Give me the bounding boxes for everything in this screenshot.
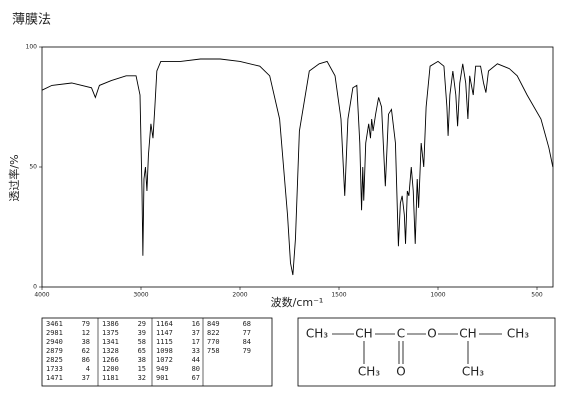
x-tick-label: 1500 [331,292,346,299]
y-tick-label: 50 [29,164,37,171]
x-tick-label: 2000 [232,292,247,299]
peak-transmittance: 39 [138,329,146,337]
y-tick-label: 0 [33,284,37,291]
peak-wavenumber: 1328 [102,347,119,355]
x-axis-label: 波数/cm⁻¹ [271,296,324,309]
peak-wavenumber: 1164 [156,320,173,328]
peak-transmittance: 77 [243,329,251,337]
peak-wavenumber: 2981 [46,329,63,337]
atom: CH₃ [507,327,529,341]
peak-wavenumber: 1098 [156,347,173,355]
peak-wavenumber: 2825 [46,356,63,364]
x-tick-label: 4000 [34,292,49,299]
peak-transmittance: 4 [86,365,90,373]
peak-transmittance: 37 [82,374,90,382]
peak-transmittance: 68 [243,320,251,328]
peak-wavenumber: 1072 [156,356,173,364]
peak-transmittance: 29 [138,320,146,328]
peak-wavenumber: 1200 [102,365,119,373]
peak-transmittance: 16 [192,320,200,328]
peak-transmittance: 17 [192,338,200,346]
atom: CH [355,327,372,341]
peak-transmittance: 32 [138,374,146,382]
peak-transmittance: 38 [138,356,146,364]
peak-wavenumber: 901 [156,374,169,382]
chart-title: 薄膜法 [12,13,51,28]
atom: O [427,327,436,341]
peak-wavenumber: 2940 [46,338,63,346]
peak-transmittance: 79 [243,347,251,355]
peak-transmittance: 80 [192,365,200,373]
peak-transmittance: 33 [192,347,200,355]
peak-wavenumber: 1733 [46,365,63,373]
peak-transmittance: 44 [192,356,200,364]
peak-wavenumber: 1147 [156,329,173,337]
peak-transmittance: 38 [82,338,90,346]
peak-wavenumber: 770 [207,338,220,346]
peak-wavenumber: 949 [156,365,169,373]
peak-transmittance: 62 [82,347,90,355]
peak-transmittance: 58 [138,338,146,346]
peak-wavenumber: 1471 [46,374,63,382]
peak-wavenumber: 1375 [102,329,119,337]
plot-frame [41,46,554,288]
y-tick-label: 100 [26,44,38,51]
peak-wavenumber: 758 [207,347,220,355]
peak-transmittance: 84 [243,338,251,346]
peak-transmittance: 67 [192,374,200,382]
structure-frame [297,317,556,387]
x-tick-label: 3000 [133,292,148,299]
atom: O [396,365,405,379]
y-axis-label: 透过率/% [7,154,21,201]
x-tick-label: 500 [531,292,543,299]
peak-wavenumber: 1341 [102,338,119,346]
peak-transmittance: 15 [138,365,146,373]
peak-wavenumber: 849 [207,320,220,328]
spectrum-line [41,58,554,276]
peak-wavenumber: 1181 [102,374,119,382]
peak-transmittance: 86 [82,356,90,364]
peak-wavenumber: 1386 [102,320,119,328]
atom: CH [459,327,476,341]
peak-wavenumber: 1266 [102,356,119,364]
peak-transmittance: 79 [82,320,90,328]
peak-transmittance: 37 [192,329,200,337]
peak-wavenumber: 1115 [156,338,173,346]
atom: C [397,327,405,341]
atom: CH₃ [462,365,484,379]
peak-table-frame [41,317,273,387]
peak-wavenumber: 3461 [46,320,63,328]
peak-wavenumber: 2879 [46,347,63,355]
peak-transmittance: 12 [82,329,90,337]
x-tick-label: 1000 [430,292,445,299]
structure [332,333,502,364]
peak-transmittance: 65 [138,347,146,355]
peak-wavenumber: 822 [207,329,220,337]
atom: CH₃ [306,327,328,341]
atom: CH₃ [358,365,380,379]
